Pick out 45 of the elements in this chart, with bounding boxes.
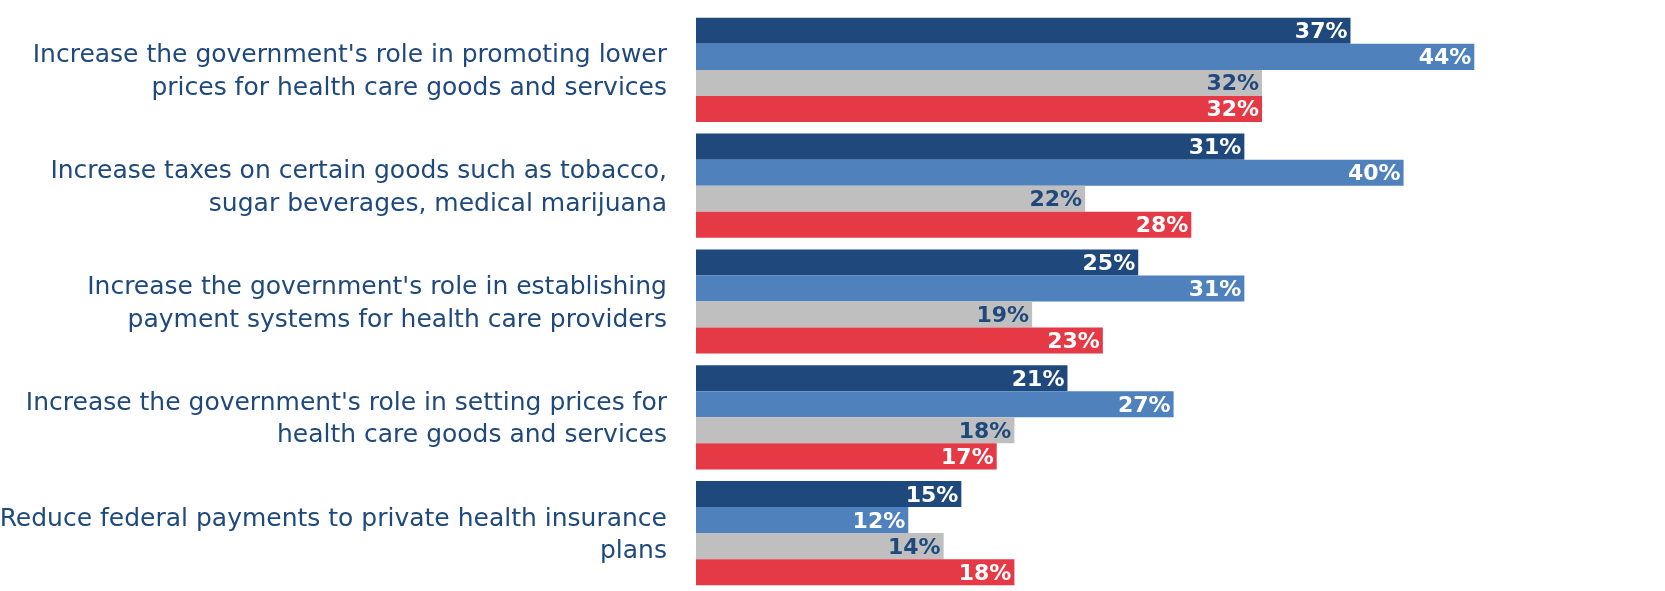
data-label: 31% xyxy=(1188,275,1242,301)
data-label: 21% xyxy=(1011,365,1065,391)
bar xyxy=(696,301,1033,328)
data-label: 32% xyxy=(1206,96,1260,122)
bar xyxy=(696,17,1351,44)
data-label: 28% xyxy=(1135,212,1189,238)
y-tick-label: Increase the government's role in establishing payment systems for health care providers xyxy=(87,271,667,333)
y-tick-label: Reduce federal payments to private health insurance plans xyxy=(0,502,667,565)
y-tick-label: Increase the government's role in setting prices for health care goods and services xyxy=(25,386,668,449)
bar xyxy=(696,327,1103,354)
data-label: 19% xyxy=(976,302,1030,328)
data-label: 18% xyxy=(958,559,1012,585)
y-tick-label: Increase taxes on certain goods such as tobacco, sugar beverages, medical marijuana xyxy=(50,155,667,217)
data-label: 44% xyxy=(1418,44,1472,70)
bar xyxy=(696,507,909,534)
bar xyxy=(696,275,1245,302)
bar xyxy=(696,249,1139,276)
bar xyxy=(696,365,1068,392)
data-label: 22% xyxy=(1029,186,1083,212)
bar xyxy=(696,95,1263,123)
bar xyxy=(696,159,1404,186)
data-label: 37% xyxy=(1294,18,1348,44)
data-label: 18% xyxy=(958,417,1012,443)
bar xyxy=(696,417,1015,444)
bar xyxy=(696,133,1245,160)
data-label: 25% xyxy=(1082,249,1136,275)
bar xyxy=(696,211,1192,238)
data-label: 15% xyxy=(905,481,959,507)
bar xyxy=(696,480,962,508)
data-label: 12% xyxy=(852,507,906,533)
bar xyxy=(696,443,997,470)
bar xyxy=(696,43,1475,70)
y-tick-label: Increase the government's role in promoting lower prices for health care goods and services xyxy=(32,39,668,101)
bar xyxy=(696,559,1015,586)
bar xyxy=(696,185,1086,212)
bar xyxy=(696,533,944,560)
data-label: 27% xyxy=(1117,391,1171,417)
data-label: 23% xyxy=(1047,328,1100,354)
data-label: 40% xyxy=(1347,160,1401,186)
data-label: 17% xyxy=(941,443,994,469)
data-label: 32% xyxy=(1206,70,1260,96)
bar xyxy=(696,391,1174,418)
data-label: 14% xyxy=(887,533,941,559)
bar xyxy=(696,69,1263,96)
data-label: 31% xyxy=(1188,134,1242,160)
